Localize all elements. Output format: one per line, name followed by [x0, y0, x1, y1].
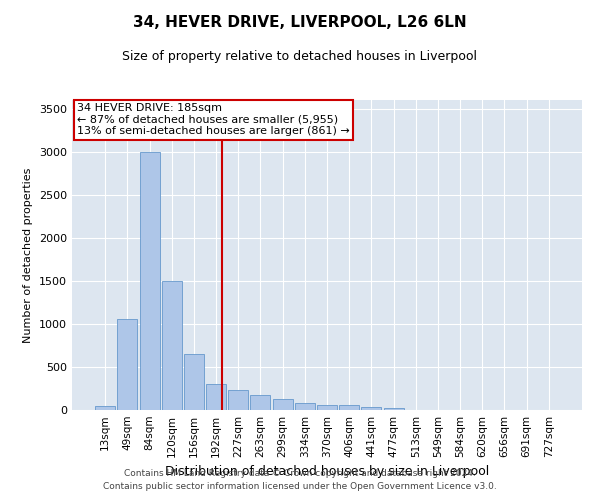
Text: Size of property relative to detached houses in Liverpool: Size of property relative to detached ho… — [122, 50, 478, 63]
Bar — [184, 354, 204, 410]
Bar — [228, 390, 248, 410]
Text: Contains public sector information licensed under the Open Government Licence v3: Contains public sector information licen… — [103, 482, 497, 491]
Y-axis label: Number of detached properties: Number of detached properties — [23, 168, 34, 342]
Bar — [272, 399, 293, 410]
Bar — [383, 408, 404, 410]
Bar — [295, 403, 315, 410]
Bar — [361, 408, 382, 410]
Text: Contains HM Land Registry data © Crown copyright and database right 2024.: Contains HM Land Registry data © Crown c… — [124, 468, 476, 477]
Bar — [118, 318, 137, 410]
Bar — [206, 384, 226, 410]
Bar — [162, 281, 182, 410]
Bar — [317, 405, 337, 410]
Bar — [250, 395, 271, 410]
X-axis label: Distribution of detached houses by size in Liverpool: Distribution of detached houses by size … — [165, 466, 489, 478]
Text: 34, HEVER DRIVE, LIVERPOOL, L26 6LN: 34, HEVER DRIVE, LIVERPOOL, L26 6LN — [133, 15, 467, 30]
Text: 34 HEVER DRIVE: 185sqm
← 87% of detached houses are smaller (5,955)
13% of semi-: 34 HEVER DRIVE: 185sqm ← 87% of detached… — [77, 103, 350, 136]
Bar — [140, 152, 160, 410]
Bar — [95, 406, 115, 410]
Bar — [339, 406, 359, 410]
